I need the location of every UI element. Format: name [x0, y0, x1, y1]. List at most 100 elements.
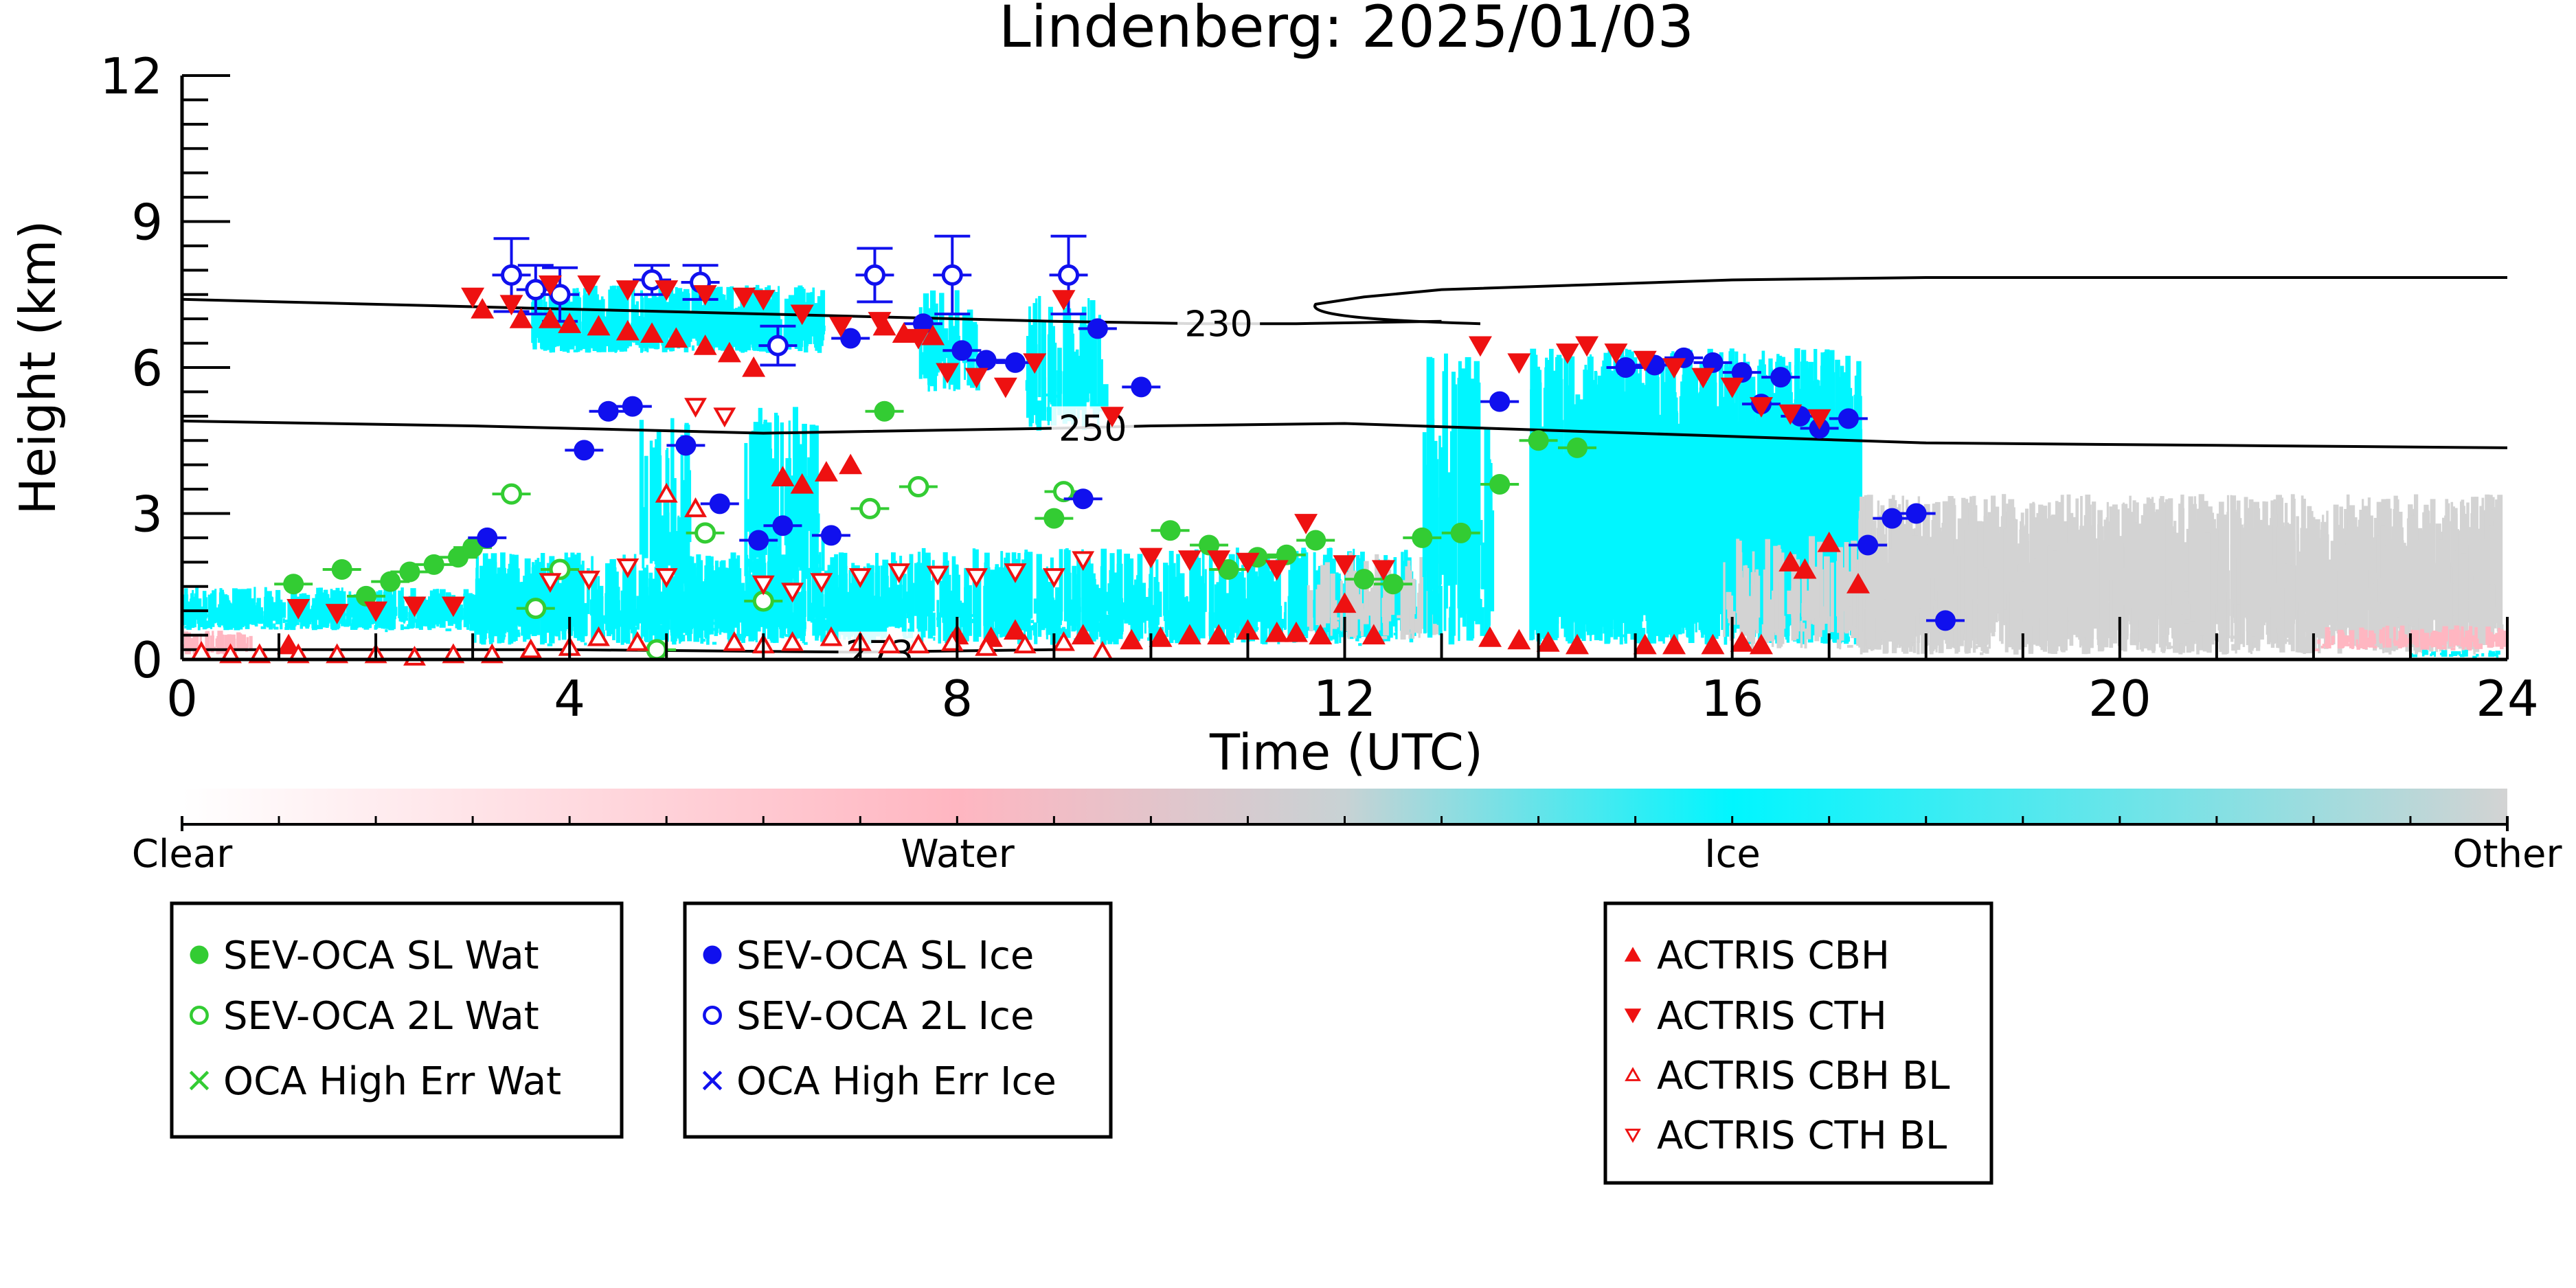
- legend-box-0: SEV-OCA SL Wat SEV-OCA 2L Wat OCA High Err…: [170, 901, 624, 1139]
- data-point: [1838, 408, 1859, 429]
- data-point: [859, 497, 881, 519]
- data-point: [1236, 619, 1260, 640]
- data-point: [1177, 624, 1201, 645]
- data-point: [501, 264, 523, 286]
- data-point: [965, 568, 988, 588]
- data-point: [863, 264, 885, 286]
- data-point: [748, 530, 769, 551]
- data-point: [1778, 404, 1803, 425]
- y-tick-label: 3: [131, 486, 163, 543]
- legend-marker-shape: [703, 945, 722, 964]
- classification-colorbar: Clear Water Ice Other: [132, 789, 2562, 877]
- legend-marker-shape: [1624, 1008, 1642, 1024]
- data-point: [964, 368, 988, 389]
- data-point: [471, 297, 495, 319]
- data-point: [1731, 362, 1752, 383]
- data-point: [499, 295, 523, 316]
- data-point: [742, 356, 766, 377]
- y-tick-label: 12: [100, 47, 163, 105]
- data-point: [646, 639, 668, 661]
- legend-marker: [703, 945, 722, 964]
- data-point: [1276, 544, 1297, 565]
- data-point: [781, 583, 804, 603]
- data-point: [1507, 629, 1531, 650]
- data-point: [1536, 631, 1560, 652]
- data-point: [771, 466, 795, 486]
- colorbar-label: Other: [2452, 832, 2562, 877]
- data-point: [1333, 555, 1357, 576]
- data-point: [878, 633, 901, 654]
- series-7: [286, 275, 1831, 624]
- legends: SEV-OCA SL Wat SEV-OCA 2L Wat OCA High Err…: [170, 901, 1993, 1185]
- data-point: [781, 631, 804, 651]
- data-point: [675, 435, 697, 456]
- data-point: [447, 547, 468, 568]
- data-point: [912, 313, 934, 335]
- data-point: [772, 515, 793, 536]
- legend-marker: [190, 1006, 209, 1025]
- data-point: [1207, 550, 1231, 571]
- chart-title: Lindenberg: 2025/01/03: [999, 0, 1694, 60]
- legend-marker: [703, 1006, 722, 1025]
- data-point: [907, 633, 930, 654]
- x-tick-label: 4: [554, 670, 585, 727]
- data-point: [1004, 352, 1026, 373]
- data-point: [423, 554, 444, 575]
- legend-marker-shape: [190, 945, 209, 964]
- data-point: [655, 568, 678, 588]
- legend-marker-shape: [1625, 1129, 1641, 1143]
- data-point: [993, 377, 1017, 398]
- data-point: [888, 563, 911, 583]
- data-point: [1294, 514, 1318, 534]
- data-point: [558, 313, 582, 333]
- data-point: [598, 400, 619, 422]
- data-point: [936, 363, 960, 384]
- data-point: [1003, 619, 1027, 640]
- data-point: [709, 493, 730, 515]
- data-point: [655, 482, 678, 503]
- legend-frame: [683, 901, 1113, 1139]
- data-point: [1567, 437, 1588, 458]
- data-point: [1236, 552, 1260, 574]
- water-mask-right: [2314, 625, 2507, 652]
- data-point: [519, 638, 543, 659]
- data-point: [622, 396, 643, 417]
- colorbar-label: Clear: [132, 832, 233, 877]
- legend-marker: [190, 945, 209, 964]
- data-point: [640, 322, 664, 343]
- data-point: [1478, 626, 1502, 647]
- data-point: [1793, 558, 1817, 579]
- data-point: [1770, 367, 1792, 388]
- x-tick-label: 20: [2088, 670, 2151, 727]
- data-point: [441, 596, 465, 618]
- data-point: [1778, 551, 1803, 572]
- data-point: [717, 341, 741, 363]
- legend-marker: [189, 1070, 210, 1091]
- data-point: [1013, 633, 1037, 654]
- data-point: [1052, 290, 1076, 310]
- legend-entry-label: SEV-OCA 2L Wat: [223, 994, 539, 1039]
- data-point: [1100, 407, 1124, 427]
- data-point: [693, 334, 717, 355]
- data-point: [664, 327, 688, 348]
- data-point: [283, 574, 304, 595]
- data-point: [277, 633, 301, 655]
- data-point: [1691, 368, 1715, 389]
- data-point: [1846, 573, 1871, 594]
- data-point: [1575, 336, 1599, 357]
- ice-mask-high-3: [1025, 295, 1109, 431]
- data-point: [1882, 508, 1903, 529]
- data-point: [1199, 534, 1220, 556]
- legend-entry-label: SEV-OCA 2L Ice: [736, 994, 1034, 1039]
- contour-label-bg-250: [1051, 406, 1134, 448]
- data-point: [587, 315, 611, 336]
- data-point: [941, 264, 963, 286]
- legend-marker-shape: [702, 1070, 723, 1091]
- contour-line-upper: [1313, 275, 2507, 326]
- data-point: [1265, 621, 1289, 642]
- data-point: [655, 280, 679, 301]
- data-point: [1720, 377, 1744, 398]
- legend-marker-shape: [703, 1006, 722, 1025]
- x-tick-label: 12: [1313, 670, 1377, 727]
